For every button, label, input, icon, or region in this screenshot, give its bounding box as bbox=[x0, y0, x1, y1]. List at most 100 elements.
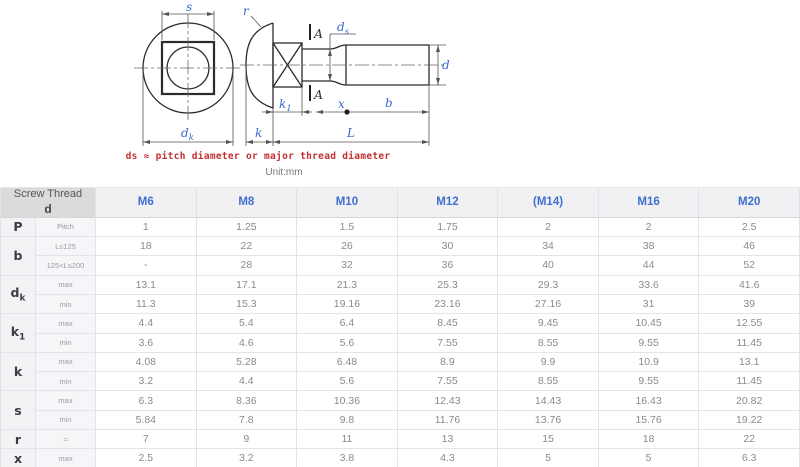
value-cell: 9.55 bbox=[597, 371, 700, 392]
value-cell: 5 bbox=[597, 448, 700, 467]
value-cell: 29.3 bbox=[497, 274, 599, 295]
table-row: min 3.2 4.4 5.6 7.55 8.55 9.55 11.45 bbox=[1, 371, 800, 392]
sub-label-cell: min bbox=[35, 371, 96, 392]
bolt-technical-drawing: s dk r A A bbox=[134, 0, 450, 146]
unit-label: Unit:mm bbox=[265, 167, 303, 178]
sub-label-cell: max bbox=[35, 448, 96, 467]
sub-label-cell: Pitch bbox=[35, 216, 96, 238]
dim-label-dk: dk bbox=[181, 126, 194, 143]
value-cell: 4.4 bbox=[95, 313, 197, 334]
value-cell: 3.2 bbox=[195, 448, 298, 467]
value-cell: 1.5 bbox=[296, 216, 398, 238]
value-cell: 16.43 bbox=[597, 390, 700, 411]
value-cell: 3.6 bbox=[95, 332, 197, 353]
table-row: k1 max 4.4 5.4 6.4 8.45 9.45 10.45 12.55 bbox=[0, 313, 800, 353]
value-cell: 3.8 bbox=[296, 448, 398, 467]
value-cell: 17.1 bbox=[195, 274, 298, 295]
value-cell: 9.55 bbox=[597, 332, 700, 353]
value-cell: 11.76 bbox=[396, 409, 499, 431]
value-cell: 18 bbox=[597, 429, 700, 450]
column-header-M20: M20 bbox=[698, 187, 800, 218]
value-cell: 11.3 bbox=[95, 293, 197, 315]
corner-title: Screw Thread bbox=[13, 188, 83, 200]
value-cell: 13 bbox=[396, 429, 499, 450]
value-cell: 11.45 bbox=[698, 332, 800, 353]
value-cell: 2 bbox=[497, 216, 599, 238]
dim-label-L: L bbox=[346, 126, 355, 140]
value-cell: 23.16 bbox=[396, 293, 499, 315]
value-cell: 13.1 bbox=[95, 274, 197, 295]
value-cell: 6.3 bbox=[698, 448, 800, 467]
column-header-M6: M6 bbox=[95, 187, 197, 218]
value-cell: - bbox=[95, 255, 197, 276]
value-cell: 36 bbox=[396, 255, 499, 276]
side-view: r A A ds d k1 x bbox=[240, 4, 450, 146]
value-cell: 9.9 bbox=[497, 351, 599, 373]
head-dome-profile bbox=[245, 22, 274, 109]
sub-label-cell: min bbox=[35, 293, 96, 315]
value-cell: 10.45 bbox=[597, 313, 700, 334]
corner-subtitle: d bbox=[44, 201, 52, 216]
table-row: r ≈7 9 11 13 15 18 22 bbox=[0, 429, 800, 450]
dim-label-s: s bbox=[186, 0, 192, 14]
value-cell: 20.82 bbox=[698, 390, 800, 411]
value-cell: 4.08 bbox=[95, 351, 197, 373]
param-cell-r: r bbox=[0, 429, 36, 450]
value-cell: 6.3 bbox=[95, 390, 197, 411]
column-header-M14: (M14) bbox=[497, 187, 599, 218]
table-row: x max 2.5 3.2 3.8 4.3 5 5 6.3 bbox=[0, 448, 800, 467]
value-cell: 19.22 bbox=[698, 409, 800, 431]
value-cell: 7 bbox=[95, 429, 197, 450]
value-cell: 4.3 bbox=[396, 448, 499, 467]
column-header-M10: M10 bbox=[296, 187, 398, 218]
value-cell: 27.16 bbox=[497, 293, 599, 315]
front-view: s dk bbox=[134, 0, 242, 146]
dim-label-k: k bbox=[255, 126, 262, 140]
value-cell: 38 bbox=[597, 236, 700, 257]
value-cell: 19.16 bbox=[296, 293, 398, 315]
value-cell: 14.43 bbox=[497, 390, 599, 411]
value-cell: 5.6 bbox=[296, 332, 398, 353]
sub-label-cell: min bbox=[35, 332, 96, 353]
value-cell: 9.45 bbox=[497, 313, 599, 334]
value-cell: 8.36 bbox=[195, 390, 298, 411]
value-cell: 8.9 bbox=[396, 351, 499, 373]
value-cell: 1.25 bbox=[195, 216, 298, 238]
section-label-a-top: A bbox=[313, 26, 323, 41]
value-cell: 12.55 bbox=[698, 313, 800, 334]
value-cell: 8.45 bbox=[396, 313, 499, 334]
value-cell: 15.3 bbox=[195, 293, 298, 315]
dim-label-d: d bbox=[442, 58, 450, 72]
dim-label-x: x bbox=[338, 97, 345, 111]
value-cell: 11.45 bbox=[698, 371, 800, 392]
dim-label-b: b bbox=[385, 96, 393, 110]
value-cell: 26 bbox=[296, 236, 398, 257]
sub-label-cell: max bbox=[35, 274, 96, 295]
value-cell: 15.76 bbox=[597, 409, 700, 431]
value-cell: 7.55 bbox=[396, 332, 499, 353]
value-cell: 44 bbox=[597, 255, 700, 276]
value-cell: 12.43 bbox=[396, 390, 499, 411]
value-cell: 18 bbox=[95, 236, 197, 257]
value-cell: 1.75 bbox=[396, 216, 499, 238]
param-cell-k1: k1 bbox=[0, 313, 36, 353]
value-cell: 28 bbox=[195, 255, 298, 276]
value-cell: 11 bbox=[296, 429, 398, 450]
front-centerlines bbox=[134, 14, 242, 122]
value-cell: 8.55 bbox=[497, 332, 599, 353]
value-cell: 2.5 bbox=[698, 216, 800, 238]
value-cell: 7.8 bbox=[195, 409, 298, 431]
param-cell-k: k bbox=[0, 351, 36, 392]
value-cell: 25.3 bbox=[396, 274, 499, 295]
table-row: s max 6.3 8.36 10.36 12.43 14.43 16.43 20.82 bbox=[0, 390, 800, 431]
param-cell-x: x bbox=[0, 448, 36, 467]
table-row: dk max 13.1 17.1 21.3 25.3 29.3 33.6 41.6 bbox=[0, 274, 800, 315]
value-cell: 4.6 bbox=[195, 332, 298, 353]
value-cell: 10.9 bbox=[597, 351, 700, 373]
value-cell: 4.4 bbox=[195, 371, 298, 392]
value-cell: 9.8 bbox=[296, 409, 398, 431]
sub-label-cell: max bbox=[35, 390, 96, 411]
column-header-M8: M8 bbox=[195, 187, 298, 218]
value-cell: 52 bbox=[698, 255, 800, 276]
